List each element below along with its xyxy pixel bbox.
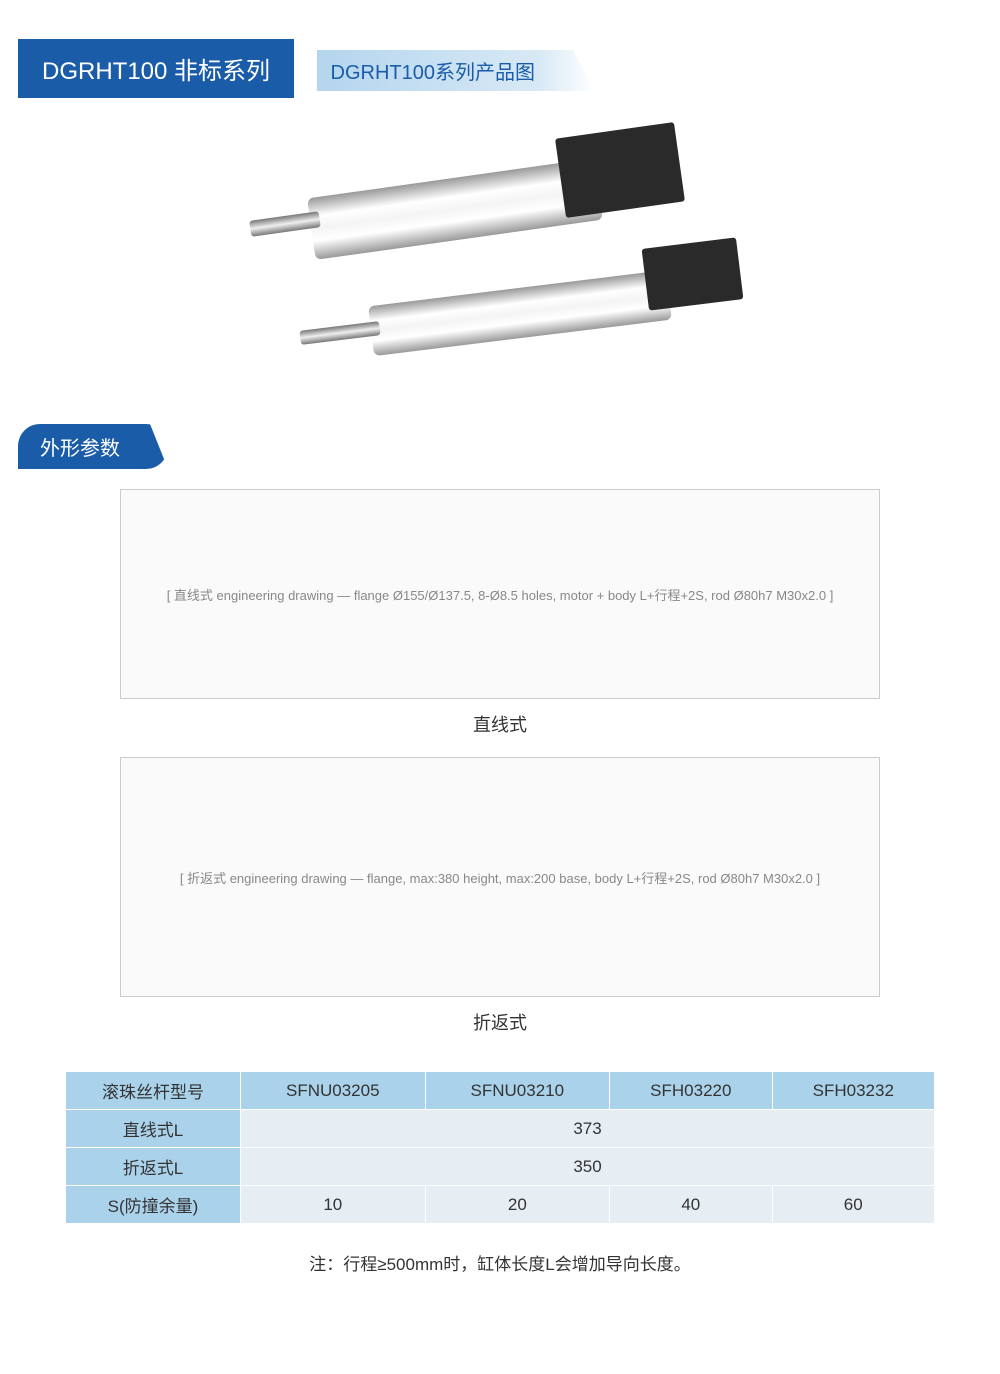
table-model-2: SFH03220 xyxy=(610,1072,772,1110)
table-s-3: 60 xyxy=(772,1186,934,1224)
table-model-1: SFNU03210 xyxy=(425,1072,610,1110)
table-row: 滚珠丝杆型号 SFNU03205 SFNU03210 SFH03220 SFH0… xyxy=(66,1072,935,1110)
section-dimensions-label: 外形参数 xyxy=(18,424,168,469)
product-rod-bottom xyxy=(299,321,380,345)
diagram-foldback: [ 折返式 engineering drawing — flange, max:… xyxy=(120,757,880,997)
diagram-foldback-placeholder-text: [ 折返式 engineering drawing — flange, max:… xyxy=(180,868,820,887)
table-row: S(防撞余量) 10 20 40 60 xyxy=(66,1186,935,1224)
table-s-1: 20 xyxy=(425,1186,610,1224)
section-product-image-label: DGRHT100系列产品图 xyxy=(317,50,595,91)
table-label-model: 滚珠丝杆型号 xyxy=(66,1072,241,1110)
product-motor-top xyxy=(555,122,685,218)
diagram-foldback-caption: 折返式 xyxy=(0,1009,1000,1035)
spec-table: 滚珠丝杆型号 SFNU03205 SFNU03210 SFH03220 SFH0… xyxy=(65,1071,935,1224)
table-row: 直线式L 373 xyxy=(66,1110,935,1148)
product-rod-top xyxy=(249,211,321,237)
diagram-area: [ 直线式 engineering drawing — flange Ø155/… xyxy=(0,489,1000,1035)
main-title-banner: DGRHT100 非标系列 xyxy=(18,39,294,98)
section-dimensions-text: 外形参数 xyxy=(18,424,168,469)
table-label-s: S(防撞余量) xyxy=(66,1186,241,1224)
section-product-image-text: DGRHT100系列产品图 xyxy=(317,50,595,91)
table-row: 折返式L 350 xyxy=(66,1148,935,1186)
table-s-0: 10 xyxy=(241,1186,426,1224)
diagram-linear-caption: 直线式 xyxy=(0,711,1000,737)
diagram-linear-placeholder-text: [ 直线式 engineering drawing — flange Ø155/… xyxy=(167,585,834,604)
diagram-linear: [ 直线式 engineering drawing — flange Ø155/… xyxy=(120,489,880,699)
table-label-linear: 直线式L xyxy=(66,1110,241,1148)
table-model-3: SFH03232 xyxy=(772,1072,934,1110)
table-linear-l: 373 xyxy=(241,1110,935,1148)
table-foldback-l: 350 xyxy=(241,1148,935,1186)
table-label-foldback: 折返式L xyxy=(66,1148,241,1186)
footnote: 注：行程≥500mm时，缸体长度L会增加导向长度。 xyxy=(0,1250,1000,1275)
table-model-0: SFNU03205 xyxy=(241,1072,426,1110)
product-image-area xyxy=(0,108,1000,388)
product-motor-bottom xyxy=(642,237,744,310)
product-cylinder-bottom xyxy=(368,270,672,356)
table-s-2: 40 xyxy=(610,1186,772,1224)
product-cylinder-top xyxy=(307,158,603,260)
main-title-text: DGRHT100 非标系列 xyxy=(42,58,270,85)
